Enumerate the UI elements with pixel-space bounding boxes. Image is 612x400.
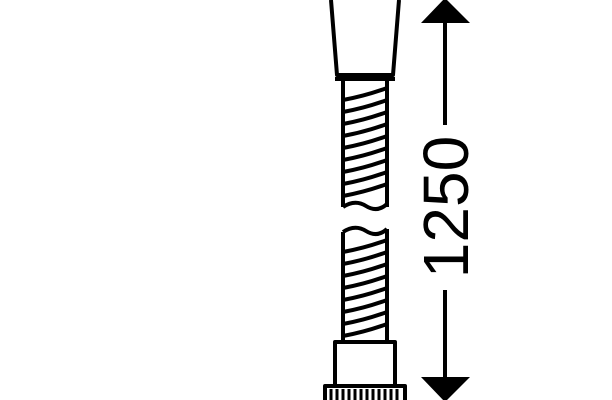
hose-coil-line xyxy=(342,182,388,198)
dimension-arrow-top xyxy=(421,0,470,23)
dimension-line: 1250 xyxy=(410,0,482,400)
lower-hose-coils xyxy=(342,238,388,338)
hose-coil-line xyxy=(342,274,388,290)
lower-connector-nut xyxy=(323,340,407,400)
hose-coil-line xyxy=(342,122,388,138)
hose-coil-line xyxy=(342,134,388,150)
dimension-arrow-bottom xyxy=(421,377,470,400)
upper-hose-coils xyxy=(342,86,388,198)
dimension-length-label: 1250 xyxy=(410,136,482,278)
hose-coil-line xyxy=(342,238,388,254)
hose-coil-line xyxy=(342,322,388,338)
upper-connector-nut xyxy=(329,0,401,81)
lower-hose-segment xyxy=(341,225,389,341)
hose-coil-line xyxy=(342,170,388,186)
hose-coil-line xyxy=(342,310,388,326)
hose-coil-line xyxy=(342,158,388,174)
upper-hose-segment xyxy=(341,81,389,211)
nut-knurling xyxy=(329,389,399,400)
hose-coil-line xyxy=(342,286,388,302)
hose-coil-line xyxy=(342,98,388,114)
hose-coil-line xyxy=(342,146,388,162)
hose-coil-line xyxy=(342,298,388,314)
hose-coil-line xyxy=(342,250,388,266)
hose-coil-line xyxy=(342,262,388,278)
hose-coil-line xyxy=(342,110,388,126)
hose-coil-line xyxy=(342,86,388,102)
